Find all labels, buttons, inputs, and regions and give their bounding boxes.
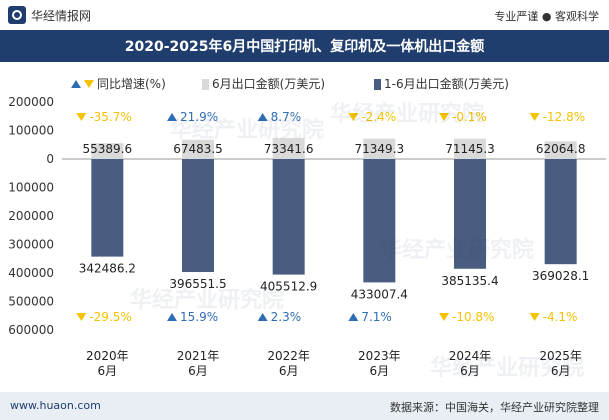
legend-growth-label: 同比增速(%) xyxy=(97,77,166,91)
y-tick-label: 300000 xyxy=(8,238,54,252)
legend-monthly-label: 6月出口金额(万美元) xyxy=(212,76,325,91)
monthly-bar xyxy=(363,138,396,159)
cumulative-value-label: 396551.5 xyxy=(169,277,226,291)
growth-cumulative-group: 2.3% xyxy=(257,310,302,324)
growth-monthly-group: -0.1% xyxy=(439,110,487,124)
growth-monthly-value: -12.8% xyxy=(543,110,585,124)
monthly-bar xyxy=(182,139,214,159)
growth-monthly-group: -35.7% xyxy=(76,110,132,124)
legend-cumulative-label: 1-6月出口金额(万美元) xyxy=(384,76,509,91)
y-tick-label: 0 xyxy=(46,152,54,166)
y-tick-label: 100000 xyxy=(8,124,54,138)
growth-cumulative-up-arrow-icon xyxy=(348,313,359,321)
tagline: 专业严谨 ● 客观科学 xyxy=(494,10,599,23)
growth-monthly-value: 21.9% xyxy=(180,110,218,124)
cumulative-value-label: 433007.4 xyxy=(351,287,408,301)
growth-monthly-down-arrow-icon xyxy=(76,113,87,121)
growth-monthly-down-arrow-icon xyxy=(348,113,359,121)
y-tick-label: 500000 xyxy=(8,295,54,309)
growth-monthly-down-arrow-icon xyxy=(529,113,540,121)
monthly-bar xyxy=(91,143,124,159)
growth-monthly-up-arrow-icon xyxy=(167,113,177,121)
growth-cumulative-value: 2.3% xyxy=(271,310,302,324)
cumulative-value-label: 342486.2 xyxy=(79,262,136,276)
cumulative-value-label: 385135.4 xyxy=(441,274,498,288)
cumulative-bar xyxy=(272,159,305,275)
monthly-value-label: 71145.3 xyxy=(445,142,495,156)
y-tick-label: 200000 xyxy=(8,209,54,223)
monthly-value-label: 71349.3 xyxy=(355,142,405,156)
y-tick-label: 400000 xyxy=(8,266,54,280)
legend-down-arrow-icon xyxy=(84,80,94,88)
growth-cumulative-up-arrow-icon xyxy=(257,313,268,321)
huajing-logo-icon xyxy=(8,6,26,24)
legend-monthly-swatch xyxy=(202,79,209,90)
y-axis: 200000 100000 0 100000 200000 300000 400000 500… xyxy=(8,95,606,337)
growth-cumulative-group: 7.1% xyxy=(348,310,392,324)
top-bar: 华经情报网 专业严谨 ● 客观科学 xyxy=(0,0,609,30)
growth-monthly-group: 8.7% xyxy=(257,110,302,124)
cumulative-bar xyxy=(544,159,577,265)
monthly-bar xyxy=(454,138,486,159)
monthly-value-label: 67483.5 xyxy=(173,142,223,156)
legend-cumulative-swatch xyxy=(374,79,381,90)
footer: www.huaon.com 数据来源：中国海关，华经产业研究院整理 xyxy=(0,392,609,420)
website-link[interactable]: www.huaon.com xyxy=(10,399,101,412)
growth-monthly-down-arrow-icon xyxy=(439,113,449,121)
chart-title: 2020-2025年6月中国打印机、复印机及一体机出口金额 xyxy=(0,30,609,62)
growth-monthly-group: -12.8% xyxy=(529,110,585,124)
chart: 同比增速(%) 6月出口金额(万美元) 1-6月出口金额(万美元) 200000… xyxy=(8,76,606,378)
growth-cumulative-group: -4.1% xyxy=(529,310,578,324)
y-tick-label: 600000 xyxy=(8,323,54,337)
growth-cumulative-down-arrow-icon xyxy=(529,313,540,321)
growth-cumulative-down-arrow-icon xyxy=(439,313,449,321)
data-source: 数据来源：中国海关，华经产业研究院整理 xyxy=(390,401,599,414)
y-tick-label: 100000 xyxy=(8,181,54,195)
growth-cumulative-value: -4.1% xyxy=(543,310,578,324)
growth-cumulative-group: -29.5% xyxy=(76,310,132,324)
growth-cumulative-value: 7.1% xyxy=(361,310,392,324)
cumulative-bar xyxy=(363,159,396,283)
growth-monthly-group: -2.4% xyxy=(348,110,396,124)
growth-monthly-value: -0.1% xyxy=(452,110,487,124)
monthly-value-label: 62064.8 xyxy=(536,142,586,156)
growth-cumulative-group: -10.8% xyxy=(439,310,494,324)
monthly-value-label: 55389.6 xyxy=(83,142,133,156)
y-tick-label: 200000 xyxy=(8,95,54,109)
cumulative-value-label: 405512.9 xyxy=(260,280,317,294)
cumulative-bar xyxy=(182,159,214,273)
legend: 同比增速(%) 6月出口金额(万美元) 1-6月出口金额(万美元) xyxy=(71,76,509,91)
legend-up-arrow-icon xyxy=(71,80,81,88)
x-tick-label: 2024年 6月 xyxy=(449,349,492,378)
x-tick-label: 2020年 6月 xyxy=(86,349,129,378)
growth-cumulative-up-arrow-icon xyxy=(167,313,177,321)
monthly-value-label: 73341.6 xyxy=(264,142,314,156)
growth-monthly-value: -2.4% xyxy=(361,110,396,124)
monthly-bar xyxy=(272,138,305,159)
bars xyxy=(91,138,577,283)
labels: 55389.6 342486.2 -35.7% -29.5% 2020年 6月 67483.… xyxy=(76,110,589,378)
cumulative-bar xyxy=(91,159,124,257)
x-tick-label: 2021年 6月 xyxy=(177,349,220,378)
growth-cumulative-down-arrow-icon xyxy=(76,313,87,321)
growth-cumulative-value: -10.8% xyxy=(452,310,494,324)
growth-cumulative-group: 15.9% xyxy=(167,310,218,324)
brand-name: 华经情报网 xyxy=(31,8,92,23)
x-tick-label: 2025年 6月 xyxy=(539,349,582,378)
x-tick-label: 2023年 6月 xyxy=(358,349,401,378)
x-tick-label: 2022年 6月 xyxy=(267,349,310,378)
growth-monthly-value: 8.7% xyxy=(271,110,302,124)
growth-monthly-up-arrow-icon xyxy=(257,113,268,121)
growth-monthly-value: -35.7% xyxy=(89,110,131,124)
growth-cumulative-value: -29.5% xyxy=(89,310,131,324)
brand[interactable]: 华经情报网 xyxy=(8,6,91,24)
cumulative-bar xyxy=(454,159,486,269)
monthly-bar xyxy=(544,141,577,159)
growth-cumulative-value: 15.9% xyxy=(180,310,218,324)
growth-monthly-group: 21.9% xyxy=(167,110,218,124)
cumulative-value-label: 369028.1 xyxy=(532,269,589,283)
